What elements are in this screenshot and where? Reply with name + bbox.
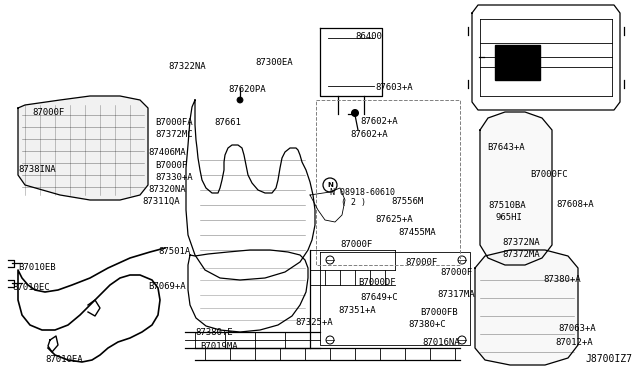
Text: 87455MA: 87455MA [398, 228, 436, 237]
Text: 87602+A: 87602+A [360, 117, 397, 126]
Text: 87012+A: 87012+A [555, 338, 593, 347]
Text: 87325+A: 87325+A [295, 318, 333, 327]
Text: 87372MC: 87372MC [155, 130, 193, 139]
Text: 87000F: 87000F [405, 258, 437, 267]
Text: 87010EA: 87010EA [45, 355, 83, 364]
Text: 87372NA: 87372NA [502, 238, 540, 247]
Polygon shape [480, 112, 552, 265]
Text: 87556M: 87556M [391, 197, 423, 206]
Text: 87317MA: 87317MA [437, 290, 475, 299]
Text: 87351+A: 87351+A [338, 306, 376, 315]
Circle shape [351, 109, 358, 116]
Text: 86400: 86400 [355, 32, 382, 41]
Text: 87300EA: 87300EA [255, 58, 292, 67]
Polygon shape [18, 96, 148, 200]
Circle shape [237, 97, 243, 103]
Text: 8738INA: 8738INA [18, 165, 56, 174]
Text: J8700IZ7: J8700IZ7 [585, 354, 632, 364]
Text: N: N [327, 182, 333, 188]
Text: 87406MA: 87406MA [148, 148, 186, 157]
Text: 87380+E: 87380+E [195, 328, 232, 337]
Text: 87380+A: 87380+A [543, 275, 580, 284]
Polygon shape [475, 250, 578, 365]
Text: 87602+A: 87602+A [350, 130, 388, 139]
Text: B7000FA: B7000FA [155, 118, 193, 127]
Text: B7069+A: B7069+A [148, 282, 186, 291]
Text: 87322NA: 87322NA [168, 62, 205, 71]
Text: 87625+A: 87625+A [375, 215, 413, 224]
Text: 87603+A: 87603+A [375, 83, 413, 92]
Text: 87372MA: 87372MA [502, 250, 540, 259]
Text: 87620PA: 87620PA [228, 85, 266, 94]
Text: B7643+A: B7643+A [487, 143, 525, 152]
Text: 87000F: 87000F [32, 108, 64, 117]
Text: 87330+A: 87330+A [155, 173, 193, 182]
Text: 87311QA: 87311QA [142, 197, 180, 206]
Text: 965HI: 965HI [496, 213, 523, 222]
Text: B7010EB: B7010EB [18, 263, 56, 272]
Bar [495, 45, 540, 80]
Text: B7000F: B7000F [155, 161, 188, 170]
Text: 87320NA: 87320NA [148, 185, 186, 194]
Text: N 08918-60610: N 08918-60610 [330, 188, 395, 197]
Text: 87608+A: 87608+A [556, 200, 594, 209]
Text: B7000DF: B7000DF [358, 278, 396, 287]
Text: 87501A: 87501A [158, 247, 190, 256]
Text: 87010EC: 87010EC [12, 283, 50, 292]
Text: ( 2 ): ( 2 ) [341, 198, 366, 207]
Text: 87510BA: 87510BA [488, 201, 525, 210]
Text: B7000FC: B7000FC [530, 170, 568, 179]
Text: 87016NA: 87016NA [422, 338, 460, 347]
Text: 87380+C: 87380+C [408, 320, 445, 329]
Text: 87063+A: 87063+A [558, 324, 596, 333]
Text: 87000F: 87000F [440, 268, 472, 277]
Text: 87649+C: 87649+C [360, 293, 397, 302]
Text: 87661: 87661 [214, 118, 241, 127]
Text: B7019MA: B7019MA [200, 342, 237, 351]
Text: 87000F: 87000F [340, 240, 372, 249]
Text: B7000FB: B7000FB [420, 308, 458, 317]
